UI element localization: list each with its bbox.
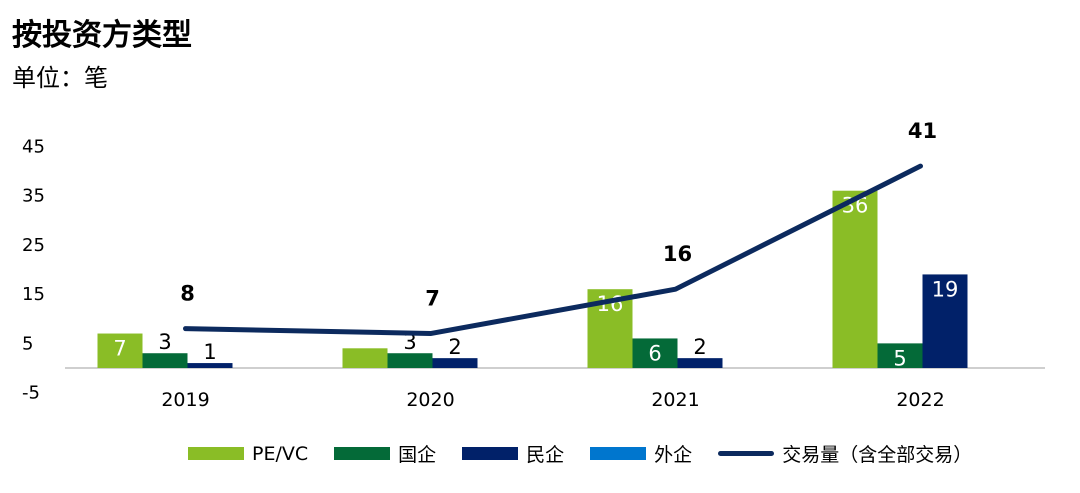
data-label: 6 xyxy=(648,341,661,365)
legend-item-pevc: PE/VC xyxy=(188,443,308,465)
total-line xyxy=(183,163,923,337)
legend-swatch-foreign xyxy=(590,447,647,460)
legend-label-private: 民企 xyxy=(526,444,565,466)
data-label: 19 xyxy=(932,277,959,301)
legend-item-total: 交易量（含全部交易） xyxy=(718,440,972,467)
y-tick-label: 5 xyxy=(22,333,33,354)
chart-title: 按投资方类型 xyxy=(12,18,192,53)
legend-label-pevc: PE/VC xyxy=(252,442,309,465)
y-tick-label: 35 xyxy=(22,186,45,207)
bar-1-2020 xyxy=(387,353,433,368)
x-tick-label: 2020 xyxy=(406,389,454,411)
bar-0-2019 xyxy=(97,333,143,368)
legend-swatch-total xyxy=(718,451,775,456)
legend-swatch-soe xyxy=(334,447,391,460)
data-label: 2 xyxy=(448,335,461,359)
data-label: 7 xyxy=(113,337,126,361)
bar-1-2021 xyxy=(632,338,678,368)
line-data-label: 16 xyxy=(663,242,692,266)
x-tick-label: 2019 xyxy=(161,389,209,411)
bar-0-2022 xyxy=(832,190,878,368)
legend-label-soe: 国企 xyxy=(398,444,437,466)
legend-label-total: 交易量（含全部交易） xyxy=(782,444,973,466)
data-label: 3 xyxy=(403,330,416,354)
bar-1-2019 xyxy=(142,353,188,368)
bar-2-2019 xyxy=(187,363,233,368)
line-data-label: 41 xyxy=(908,119,937,143)
data-label: 2 xyxy=(693,335,706,359)
y-tick-label: -5 xyxy=(22,383,40,404)
chart-subtitle: 单位：笔 xyxy=(12,64,108,92)
data-label: 1 xyxy=(203,340,216,364)
bar-2-2021 xyxy=(677,358,723,368)
legend: PE/VC 国企 民企 外企 交易量（含全部交易） xyxy=(188,440,998,467)
bar-2-2022 xyxy=(922,274,968,368)
bar-1-2022 xyxy=(877,343,923,368)
line-data-label: 7 xyxy=(425,287,440,311)
data-label: 3 xyxy=(158,330,171,354)
y-tick-label: 25 xyxy=(22,235,45,256)
legend-item-private: 民企 xyxy=(462,440,564,467)
line-data-label: 8 xyxy=(180,282,195,306)
x-tick-label: 2022 xyxy=(896,389,944,411)
legend-swatch-pevc xyxy=(188,447,244,460)
bar-2-2020 xyxy=(432,358,478,368)
data-label: 5 xyxy=(893,346,906,370)
legend-item-foreign: 外企 xyxy=(590,440,692,467)
bar-0-2020 xyxy=(342,348,388,368)
legend-label-foreign: 外企 xyxy=(654,444,693,466)
y-tick-label: 15 xyxy=(22,284,45,305)
y-tick-label: 45 xyxy=(22,136,45,157)
legend-swatch-private xyxy=(462,447,519,460)
legend-item-soe: 国企 xyxy=(334,440,436,467)
x-tick-label: 2021 xyxy=(651,389,699,411)
